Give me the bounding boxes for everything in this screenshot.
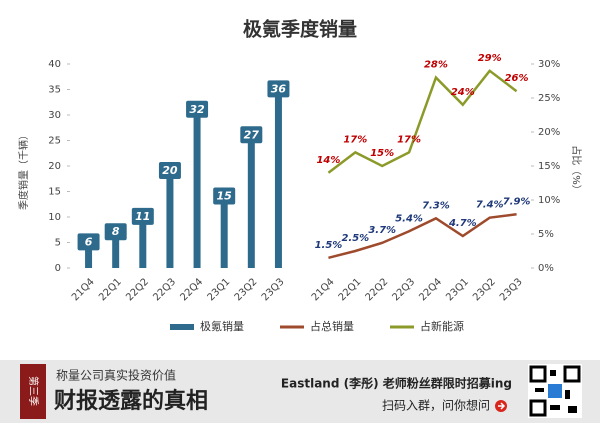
bar xyxy=(220,191,228,268)
y2-tick-label: 25% xyxy=(538,93,560,104)
data-label: 7.3% xyxy=(422,200,450,211)
y2-tick-label: 20% xyxy=(538,127,560,138)
data-label: 24% xyxy=(451,87,475,98)
bar-label: 11 xyxy=(135,210,150,223)
bar-label-bg xyxy=(104,223,127,241)
bar xyxy=(112,227,120,268)
data-label: 7.9% xyxy=(503,196,531,207)
bar xyxy=(274,84,282,269)
y2-tick-label: 0% xyxy=(538,263,554,274)
legend-label: 极氪销量 xyxy=(200,319,244,333)
bar xyxy=(247,130,255,268)
bar-label-bg xyxy=(77,233,100,251)
y-tick-label: 35 xyxy=(48,85,61,96)
data-label: 5.4% xyxy=(395,213,423,224)
data-label: 26% xyxy=(505,73,529,84)
bar-label: 20 xyxy=(162,164,178,177)
y2-tick-label: 30% xyxy=(538,59,560,70)
bar-label: 6 xyxy=(85,235,93,248)
bar-label: 36 xyxy=(271,82,287,95)
footer-cta: 扫码入群，问你想问 xyxy=(382,398,490,413)
y-tick-label: 10 xyxy=(48,212,61,223)
data-label: 29% xyxy=(478,53,502,64)
bar-label-bg xyxy=(213,187,236,205)
bar-label: 15 xyxy=(217,190,233,203)
qr-code xyxy=(528,364,582,418)
data-label: 2.5% xyxy=(341,233,369,244)
bar-label-bg xyxy=(131,207,154,225)
y2-axis-label: 占比（%） xyxy=(570,145,583,195)
legend-label: 占总销量 xyxy=(310,319,354,333)
line xyxy=(328,213,517,260)
bar xyxy=(139,211,147,268)
footer-bg xyxy=(0,360,600,423)
y-tick-label: 25 xyxy=(48,136,61,147)
y-tick-label: 20 xyxy=(48,161,61,172)
y2-tick-label: 5% xyxy=(538,229,554,240)
data-label: 1.5% xyxy=(315,240,343,251)
bar xyxy=(85,237,93,268)
footer-slogan: 称量公司真实投资价值 xyxy=(56,368,176,383)
bar-label-bg xyxy=(158,162,181,179)
data-label: 17% xyxy=(343,134,367,145)
data-label: 15% xyxy=(370,148,394,159)
bar-label-bg xyxy=(186,100,209,118)
legend-swatch xyxy=(170,324,194,330)
data-label: 28% xyxy=(424,60,448,71)
bar-label: 32 xyxy=(189,103,205,116)
y-tick-label: 5 xyxy=(55,238,61,249)
bar-label: 8 xyxy=(112,225,120,238)
data-label: 3.7% xyxy=(368,225,396,236)
bar xyxy=(193,104,201,268)
data-label: 17% xyxy=(397,134,421,145)
bar-label: 27 xyxy=(244,128,260,141)
line xyxy=(327,69,518,174)
footer-badge: 第三季 xyxy=(27,376,40,406)
bar xyxy=(166,166,174,268)
data-label: 14% xyxy=(316,155,340,166)
footer-title: 财报透露的真相 xyxy=(54,388,208,414)
footer-arrow xyxy=(498,402,506,410)
y-tick-label: 30 xyxy=(48,110,61,121)
y-tick-label: 15 xyxy=(48,187,61,198)
footer-badge-bg xyxy=(20,364,46,419)
legend-label: 占新能源 xyxy=(420,319,464,333)
data-label: 7.4% xyxy=(476,200,504,211)
y-tick-label: 40 xyxy=(48,59,61,70)
data-label: 4.7% xyxy=(448,218,477,229)
y2-tick-label: 15% xyxy=(538,161,560,172)
bar-label-bg xyxy=(240,126,263,144)
footer-promo: Eastland (李彤) 老师粉丝群限时招募ing xyxy=(281,376,512,391)
y-axis-label: 季度销量（千辆） xyxy=(17,130,30,210)
chart-title: 极氪季度销量 xyxy=(243,18,357,41)
y-tick-label: 0 xyxy=(55,263,61,274)
bar-label-bg xyxy=(267,80,290,98)
chart-bg xyxy=(0,0,600,358)
y2-tick-label: 10% xyxy=(538,195,560,206)
